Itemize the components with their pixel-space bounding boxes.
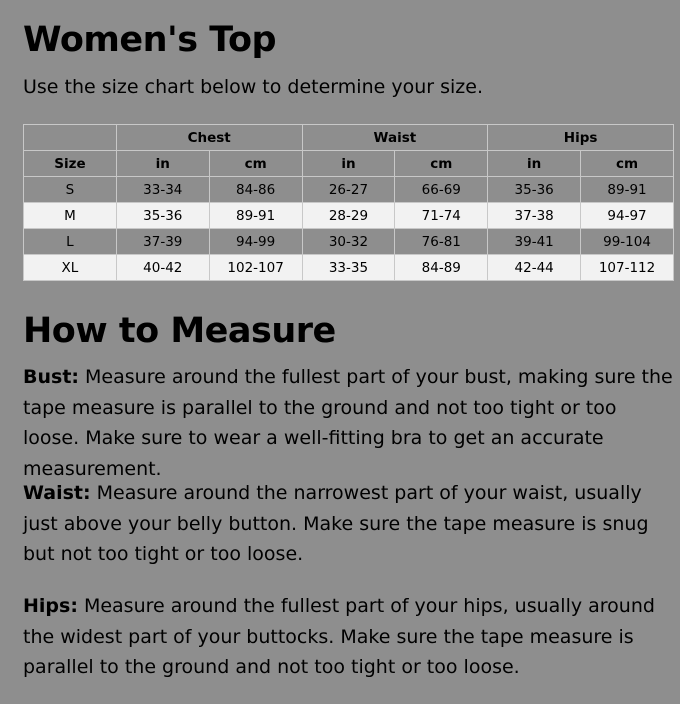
- measurement-cell: 28-29: [301, 202, 396, 229]
- para-text: Measure around the fullest part of your …: [23, 366, 673, 480]
- group-header: Waist: [301, 124, 489, 151]
- subheader-cell: cm: [394, 150, 489, 177]
- group-header: Hips: [487, 124, 674, 151]
- measurement-cell: 107-112: [580, 254, 674, 281]
- group-header-row: Chest Waist Hips: [23, 124, 674, 151]
- para-label: Waist:: [23, 482, 91, 504]
- measurement-cell: 89-91: [580, 176, 674, 203]
- subheader-cell: in: [487, 150, 582, 177]
- table-row: M 35-36 89-91 28-29 71-74 37-38 94-97: [23, 202, 674, 229]
- measurement-cell: 89-91: [208, 202, 303, 229]
- subheader-row: Size in cm in cm in cm: [23, 150, 674, 177]
- intro-text: Use the size chart below to determine yo…: [23, 76, 483, 98]
- subheader-cell: cm: [580, 150, 674, 177]
- group-header: Chest: [115, 124, 303, 151]
- page-title: Women's Top: [23, 20, 277, 60]
- size-cell: XL: [23, 254, 117, 281]
- para-label: Bust:: [23, 366, 79, 388]
- measurement-cell: 33-34: [115, 176, 210, 203]
- table-row: XL 40-42 102-107 33-35 84-89 42-44 107-112: [23, 254, 674, 281]
- measurement-cell: 84-89: [394, 254, 489, 281]
- measurement-cell: 84-86: [208, 176, 303, 203]
- size-chart-table: Chest Waist Hips Size in cm in cm in cm S 33-34…: [23, 124, 674, 281]
- measurement-cell: 42-44: [487, 254, 582, 281]
- measurement-cell: 35-36: [115, 202, 210, 229]
- subheader-cell: cm: [208, 150, 303, 177]
- para-label: Hips:: [23, 595, 78, 617]
- measurement-cell: 66-69: [394, 176, 489, 203]
- size-cell: L: [23, 228, 117, 255]
- para-text: Measure around the fullest part of your …: [23, 595, 655, 678]
- measurement-cell: 102-107: [208, 254, 303, 281]
- size-cell: S: [23, 176, 117, 203]
- size-cell: M: [23, 202, 117, 229]
- measurement-cell: 33-35: [301, 254, 396, 281]
- measurement-cell: 71-74: [394, 202, 489, 229]
- para-text: Measure around the narrowest part of you…: [23, 482, 649, 565]
- subheader-cell: Size: [23, 150, 117, 177]
- subheader-cell: in: [115, 150, 210, 177]
- waist-paragraph: Waist: Measure around the narrowest part…: [23, 478, 673, 570]
- measurement-cell: 76-81: [394, 228, 489, 255]
- measurement-cell: 99-104: [580, 228, 674, 255]
- section-title: How to Measure: [23, 311, 336, 351]
- table-row: L 37-39 94-99 30-32 76-81 39-41 99-104: [23, 228, 674, 255]
- measurement-cell: 94-97: [580, 202, 674, 229]
- measurement-cell: 37-39: [115, 228, 210, 255]
- subheader-cell: in: [301, 150, 396, 177]
- measurement-cell: 37-38: [487, 202, 582, 229]
- measurement-cell: 94-99: [208, 228, 303, 255]
- empty-header: [23, 124, 117, 151]
- measurement-cell: 40-42: [115, 254, 210, 281]
- table-row: S 33-34 84-86 26-27 66-69 35-36 89-91: [23, 176, 674, 203]
- measurement-cell: 39-41: [487, 228, 582, 255]
- hips-paragraph: Hips: Measure around the fullest part of…: [23, 591, 673, 683]
- measurement-cell: 35-36: [487, 176, 582, 203]
- measurement-cell: 30-32: [301, 228, 396, 255]
- measurement-cell: 26-27: [301, 176, 396, 203]
- bust-paragraph: Bust: Measure around the fullest part of…: [23, 362, 673, 484]
